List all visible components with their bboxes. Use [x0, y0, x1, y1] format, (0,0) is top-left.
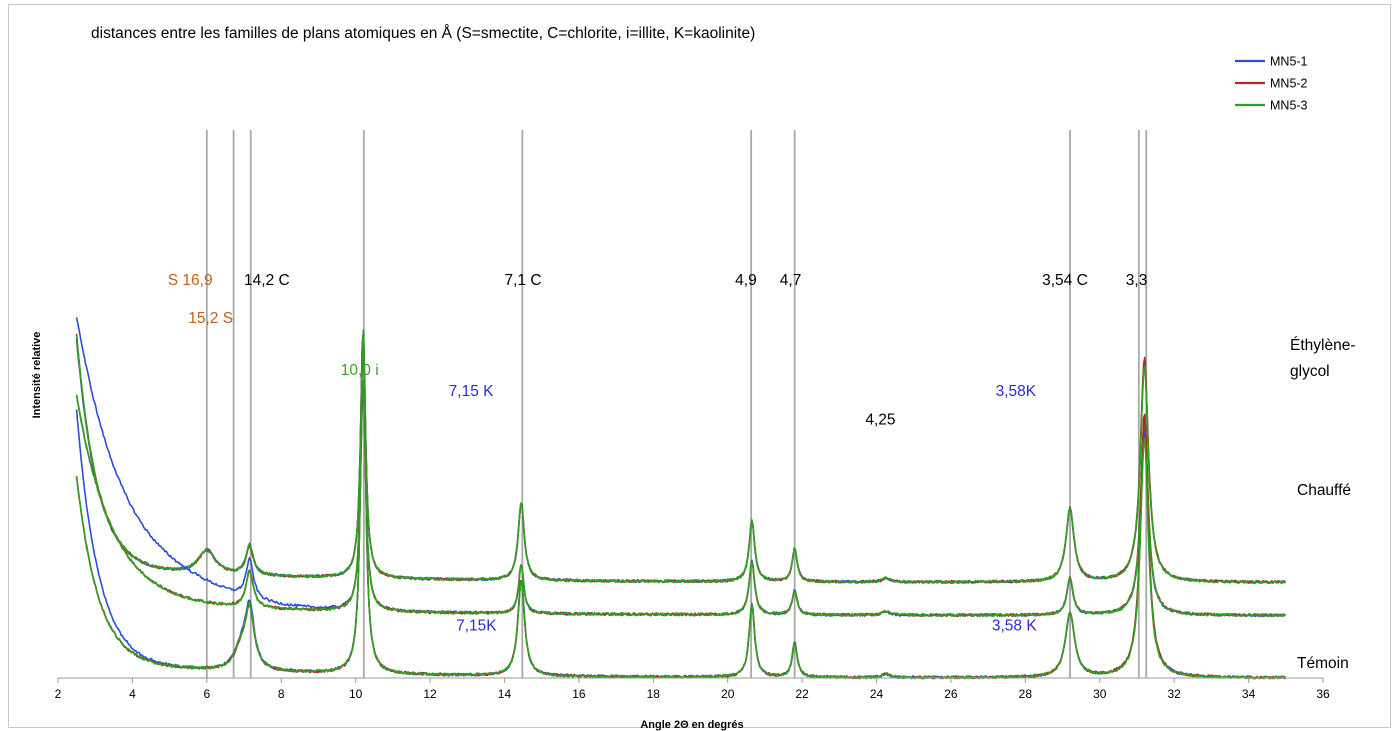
- peak-annotation: 3,3: [1126, 272, 1148, 289]
- legend-entry: MN5-2: [1270, 77, 1308, 91]
- peak-annotation: 15,2 S: [188, 310, 233, 327]
- x-tick-label: 14: [498, 687, 512, 701]
- peak-annotation: 14,2 C: [244, 272, 290, 289]
- x-tick-label: 24: [870, 687, 884, 701]
- x-tick-label: 2: [55, 687, 62, 701]
- x-tick-label: 6: [203, 687, 210, 701]
- peak-annotation: S 16,9: [168, 272, 213, 289]
- peak-annotation: 7,15 K: [449, 383, 494, 400]
- peak-annotation: 7,15K: [456, 617, 497, 634]
- x-tick-label: 20: [721, 687, 735, 701]
- group-label: Chauffé: [1297, 482, 1351, 499]
- peak-annotation: 4,25: [865, 411, 895, 428]
- group-label: glycol: [1290, 363, 1330, 380]
- x-tick-label: 26: [944, 687, 958, 701]
- reference-lines: [205, 130, 1148, 678]
- legend-entry: MN5-3: [1270, 99, 1308, 113]
- x-tick-label: 8: [278, 687, 285, 701]
- peak-annotation: 4,9: [735, 272, 757, 289]
- series-line-mn5-3: [75, 381, 1286, 618]
- group-label: Témoin: [1297, 655, 1349, 672]
- peak-annotation: 4,7: [780, 272, 802, 289]
- series-line-mn5-2: [75, 330, 1286, 680]
- chart-frame: [8, 4, 1391, 728]
- series-line-mn5-3: [75, 333, 1287, 584]
- x-tick-label: 16: [572, 687, 586, 701]
- series-line-mn5-2: [75, 333, 1286, 585]
- x-tick-label: 36: [1316, 687, 1330, 701]
- legend-entry: MN5-1: [1270, 55, 1308, 69]
- peak-annotation: 3,58K: [996, 383, 1037, 400]
- x-tick-label: 22: [795, 687, 809, 701]
- chart-legend: MN5-1 MN5-2 MN5-3: [1235, 55, 1308, 113]
- peak-annotation: 3,54 C: [1042, 272, 1088, 289]
- peak-annotation: 3,58 K: [992, 617, 1037, 634]
- series-line-mn5-1: [75, 317, 1286, 618]
- x-tick-label: 4: [129, 687, 136, 701]
- chart-title: distances entre les familles de plans at…: [91, 25, 755, 42]
- series-layer: [75, 317, 1287, 680]
- group-label: Éthylène-: [1290, 337, 1355, 354]
- series-line-mn5-1: [75, 334, 1286, 584]
- y-axis-label: Intensité relative: [31, 332, 43, 419]
- x-tick-label: 10: [349, 687, 363, 701]
- x-axis-ticks: 2 4 6 8 10 12 14 16 18 20 22 24 26 28 30 32 34 36: [55, 678, 1330, 701]
- x-tick-label: 34: [1242, 687, 1256, 701]
- x-tick-label: 32: [1167, 687, 1181, 701]
- group-labels: Éthylène-glycol Chauffé Témoin: [1290, 337, 1355, 672]
- x-tick-label: 18: [647, 687, 661, 701]
- x-tick-label: 12: [423, 687, 437, 701]
- series-line-mn5-1: [75, 329, 1287, 680]
- series-line-mn5-3: [75, 329, 1287, 680]
- x-axis-label: Angle 2Θ en degrés: [640, 719, 743, 731]
- x-tick-label: 30: [1093, 687, 1107, 701]
- peak-annotation: 7,1 C: [504, 272, 541, 289]
- peak-annotation: 10,0 i: [341, 362, 379, 379]
- x-tick-label: 28: [1019, 687, 1033, 701]
- peak-annotations: S 16,9 15,2 S 14,2 C 10,0 i 7,1 C 4,9 4,7 3,54 …: [168, 272, 1148, 635]
